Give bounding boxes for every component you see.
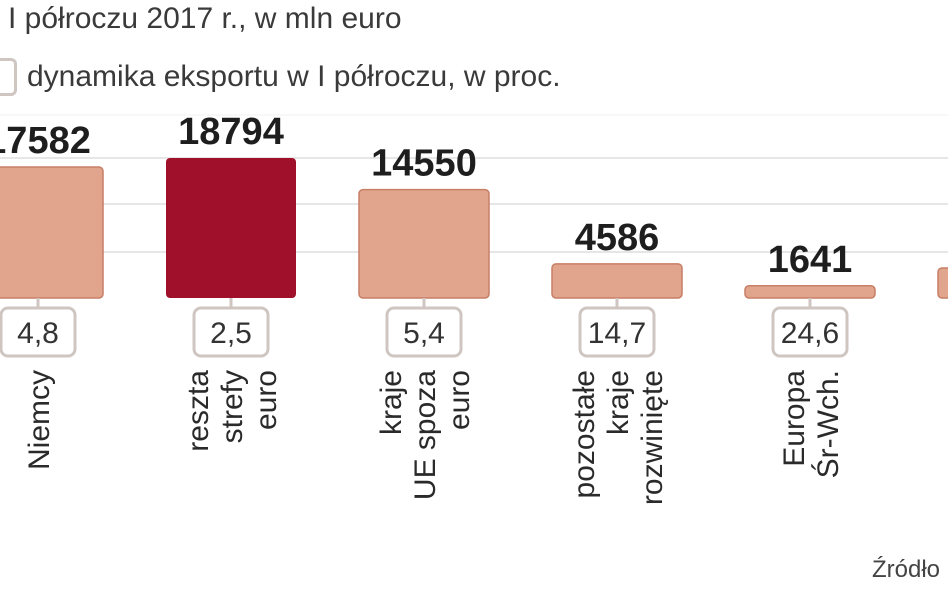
growth-box-4 (771, 306, 849, 358)
category-label-1-2: euro (250, 370, 283, 430)
bar-1 (166, 158, 296, 298)
bar-3 (551, 263, 683, 299)
growth-label-3: 14,7 (588, 317, 646, 350)
legend-growth-text: dynamika eksportu w I półroczu, w proc. (27, 60, 561, 93)
bar-5 (937, 267, 948, 299)
legend-value-caption: I półroczu 2017 r., w mln euro (8, 2, 402, 36)
category-label-1-0: reszta (182, 370, 215, 452)
bar-4 (744, 285, 876, 299)
bar-0 (0, 166, 104, 299)
value-label-2: 14550 (371, 143, 477, 185)
category-label-3-1: kraje (602, 370, 635, 435)
category-label-2-1: UE spoza (409, 370, 442, 500)
category-label-2-2: euro (443, 370, 476, 430)
category-label-1-1: strefy (216, 370, 249, 443)
category-label-2-0: kraje (375, 370, 408, 435)
category-label-4-1: Śr-Wch. (811, 370, 845, 478)
growth-box-2 (385, 306, 463, 358)
growth-label-0: 4,8 (17, 317, 59, 350)
legend-growth-swatch (0, 58, 17, 96)
growth-box-1 (192, 306, 270, 358)
value-label-4: 1641 (768, 239, 853, 281)
legend-value-text: I półroczu 2017 r., w mln euro (8, 2, 402, 35)
legend-growth-caption: dynamika eksportu w I półroczu, w proc. (0, 58, 561, 96)
growth-box-0 (0, 306, 77, 358)
growth-box-3 (578, 306, 656, 358)
value-label-1: 18794 (178, 111, 284, 153)
value-label-3: 4586 (575, 217, 660, 259)
growth-label-4: 24,6 (781, 317, 839, 350)
source-label: Źródło (872, 556, 941, 583)
category-label-0-0: Niemcy (23, 370, 56, 470)
bar-2 (358, 188, 490, 299)
growth-label-2: 5,4 (403, 317, 445, 350)
category-label-3-0: pozostałe (568, 370, 601, 498)
category-label-3-2: rozwinięte (636, 370, 669, 505)
category-label-4-0: Europa (778, 370, 811, 467)
value-label-0: 17582 (0, 120, 91, 162)
growth-label-1: 2,5 (210, 317, 252, 350)
